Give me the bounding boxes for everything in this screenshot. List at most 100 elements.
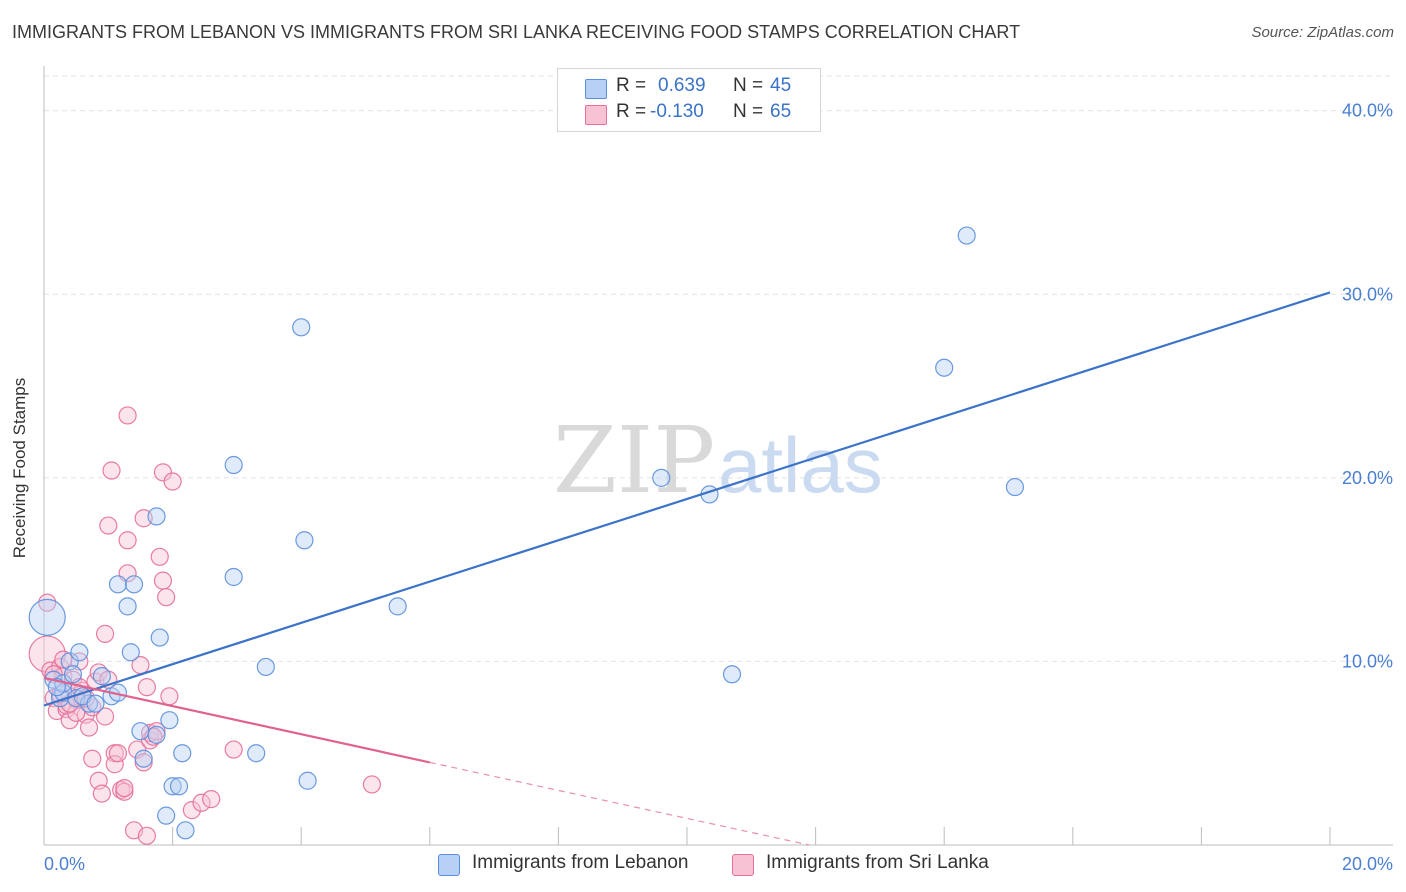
lebanon-trend-line [43,291,1331,707]
y-axis-label: Receiving Food Stamps [10,377,29,559]
lebanon-point-6 [70,643,89,662]
lebanon-n-label: N = [733,75,764,96]
y-tick-label-10: 10.0% [1342,651,1393,671]
legend-srilanka-swatch [732,854,754,876]
lebanon-r-value: 0.639 [658,75,706,96]
srilanka-point-50 [224,740,243,759]
lebanon-point-12 [121,643,140,662]
lebanon-point-25 [224,455,243,475]
srilanka-point-25 [108,744,128,763]
srilanka-swatch [585,105,607,125]
lebanon-point-16 [147,725,166,744]
srilanka-point-41 [150,547,169,566]
srilanka-trend-line [43,676,431,764]
srilanka-point-15 [83,749,102,768]
srilanka-point-46 [163,472,182,491]
srilanka-point-18 [92,784,111,803]
lebanon-point-38 [1005,477,1025,497]
y-tick-label-40: 40.0% [1342,101,1393,121]
lebanon-point-13 [124,575,144,594]
srilanka-n-value: 65 [770,101,792,122]
lebanon-point-27 [247,744,266,763]
srilanka-point-64 [54,650,73,669]
srilanka-point-49 [202,790,221,809]
srilanka-trend-extension [429,761,810,846]
srilanka-point-44 [157,588,176,607]
lebanon-point-33 [652,468,671,487]
srilanka-r-value: -0.130 [650,101,704,122]
srilanka-point-47 [182,801,201,820]
srilanka-point-30 [118,406,137,425]
lebanon-point-28 [256,657,275,677]
srilanka-point-19 [95,707,115,726]
srilanka-point-0 [38,593,57,612]
srilanka-point-48 [192,793,211,812]
srilanka-point-59 [115,778,134,798]
lebanon-point-30 [295,531,314,550]
lebanon-point-35 [722,665,742,684]
lebanon-point-18 [150,628,169,647]
lebanon-point-22 [169,777,189,796]
srilanka-point-22 [102,461,121,480]
lebanon-point-29 [292,318,311,337]
srilanka-point-14 [79,718,99,737]
lebanon-point-23 [173,744,192,763]
chart-title: IMMIGRANTS FROM LEBANON VS IMMIGRANTS FR… [12,22,1021,42]
srilanka-point-28 [118,531,137,550]
x-tick-label-max: 20.0% [1342,854,1393,874]
srilanka-point-37 [137,826,156,845]
stats-legend: R = 0.639 N = 45 R = -0.130 N = 65 [557,68,821,132]
lebanon-point-32 [388,597,407,616]
srilanka-point-20 [95,624,115,643]
lebanon-point-24 [176,821,195,840]
lebanon-point-31 [298,771,317,790]
y-tick-label-30: 30.0% [1342,284,1393,304]
lebanon-point-0 [28,598,66,636]
srilanka-point-36 [137,678,156,697]
srilanka-point-42 [153,571,173,590]
lebanon-point-41 [86,694,105,713]
srilanka-r-label: R = [616,101,647,122]
legend-lebanon-swatch [438,854,460,876]
lebanon-point-7 [79,694,99,713]
srilanka-n-label: N = [733,101,764,122]
legend-lebanon-label: Immigrants from Lebanon [472,852,689,873]
lebanon-point-8 [92,667,111,686]
legend-srilanka-label: Immigrants from Sri Lanka [766,852,989,873]
srilanka-point-24 [105,755,124,774]
srilanka-point-43 [153,463,173,482]
lebanon-point-10 [108,575,128,594]
lebanon-r-label: R = [616,75,647,96]
lebanon-point-37 [957,226,976,245]
axes [43,66,1393,846]
watermark: ZIP atlas [553,407,883,514]
lebanon-point-17 [147,507,166,526]
watermark-zip: ZIP [553,407,715,514]
srilanka-point-21 [99,516,118,535]
lebanon-n-value: 45 [770,75,792,96]
series-lebanon-points [28,226,1025,840]
srilanka-point-58 [67,703,86,722]
grid-lines [44,75,1393,662]
srilanka-point-26 [112,780,131,800]
lebanon-point-20 [160,711,179,730]
lebanon-point-44 [47,678,66,697]
y-tick-label-20: 20.0% [1342,468,1393,488]
lebanon-swatch [585,79,607,99]
srilanka-point-45 [160,687,179,706]
lebanon-point-21 [163,777,182,796]
lebanon-point-15 [134,749,153,768]
series-srilanka-points [28,406,382,845]
x-tick-label-min: 0.0% [44,854,85,874]
trend-lines [43,291,1331,846]
lebanon-point-14 [131,722,150,741]
srilanka-point-51 [362,775,382,794]
lebanon-point-36 [935,358,954,377]
watermark-atlas: atlas [718,421,883,509]
lebanon-point-19 [157,806,176,825]
source-label: Source: ZipAtlas.com [1251,24,1394,41]
lebanon-point-26 [224,567,243,587]
lebanon-point-43 [63,665,83,684]
lebanon-point-11 [118,597,137,616]
